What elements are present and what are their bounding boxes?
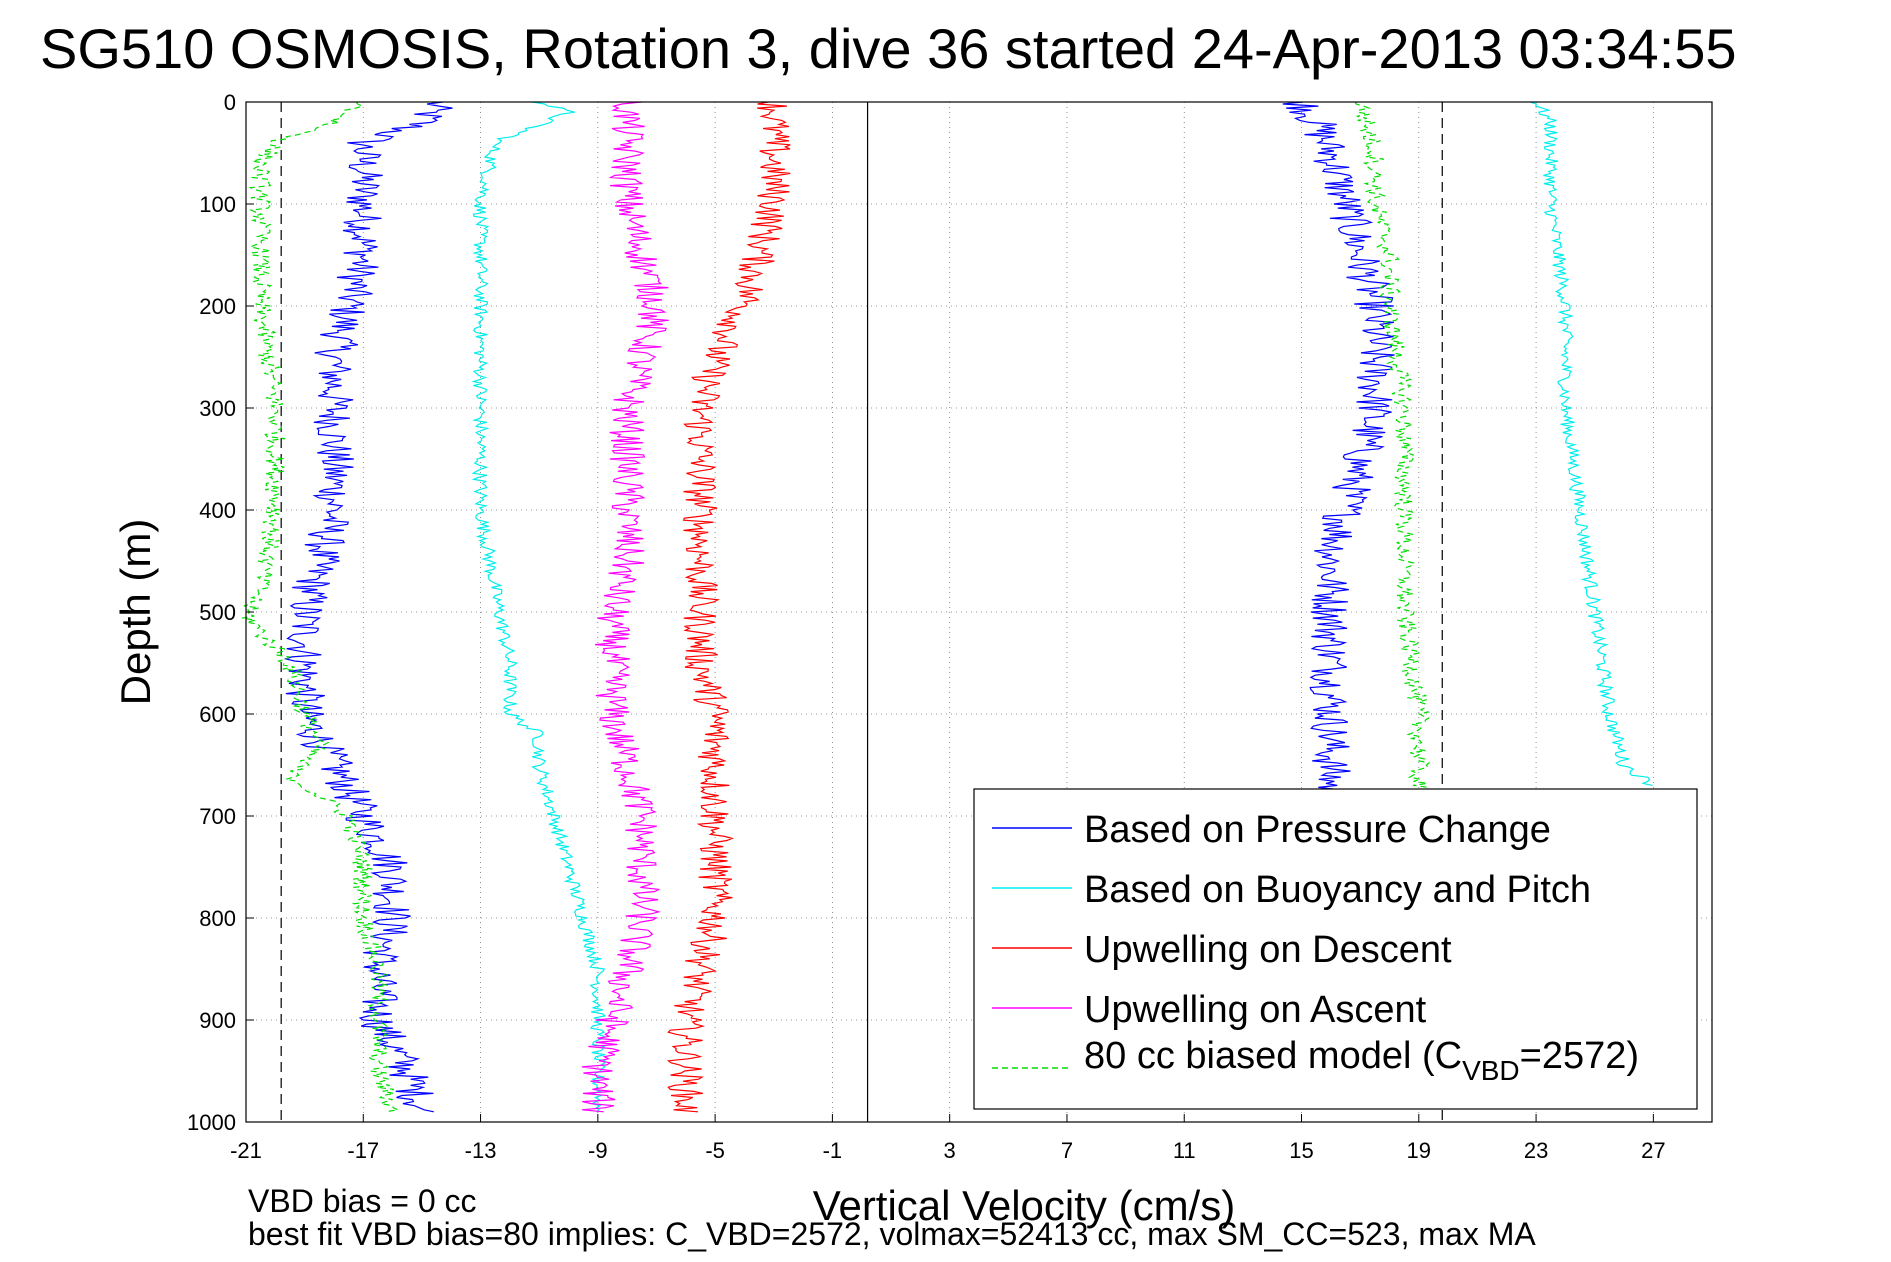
- x-tick-label: 27: [1641, 1138, 1665, 1163]
- y-tick-label: 700: [199, 804, 236, 829]
- x-tick-label: -17: [347, 1138, 379, 1163]
- x-tick-label: 23: [1524, 1138, 1548, 1163]
- legend: Based on Pressure Change Based on Buoyan…: [973, 788, 1698, 1110]
- x-tick-label: 7: [1061, 1138, 1073, 1163]
- x-tick-label: -21: [230, 1138, 262, 1163]
- y-axis-label: Depth (m): [112, 519, 159, 706]
- vbd-bias-note: VBD bias = 0 cc: [248, 1183, 477, 1219]
- chart-title: SG510 OSMOSIS, Rotation 3, dive 36 start…: [40, 17, 1737, 80]
- best-fit-note: best fit VBD bias=80 implies: C_VBD=2572…: [248, 1216, 1536, 1252]
- series-line-2-descent: [666, 101, 791, 1113]
- y-tick-label: 200: [199, 294, 236, 319]
- series-line-1-ascent: [1530, 101, 1653, 786]
- series-line-3-descent: [581, 101, 669, 1113]
- y-tick-label: 100: [199, 192, 236, 217]
- legend-label-model-sub: VBD: [1462, 1055, 1520, 1086]
- y-tick-label: 400: [199, 498, 236, 523]
- series-line-4-ascent: [1354, 101, 1431, 796]
- x-tick-label: 15: [1289, 1138, 1313, 1163]
- x-tick-label: -1: [823, 1138, 843, 1163]
- y-tick-labels: 0 100 200 300 400 500 600 700 800 900 1000: [187, 90, 254, 1135]
- x-tick-label: -13: [465, 1138, 497, 1163]
- legend-label-descent: Upwelling on Descent: [1084, 929, 1452, 971]
- legend-label-model-tail: =2572): [1520, 1035, 1639, 1077]
- x-tick-label: 11: [1173, 1138, 1196, 1163]
- series-line-0-ascent: [1282, 101, 1395, 796]
- y-tick-label: 800: [199, 906, 236, 931]
- x-tick-label: -5: [705, 1138, 725, 1163]
- legend-label-ascent: Upwelling on Ascent: [1084, 989, 1427, 1031]
- y-tick-label: 900: [199, 1008, 236, 1033]
- legend-label-pressure: Based on Pressure Change: [1084, 809, 1551, 851]
- series-line-0-descent: [283, 101, 453, 1113]
- x-tick-label: -9: [588, 1138, 608, 1163]
- legend-label-model: 80 cc biased model (CVBD=2572): [1084, 1035, 1639, 1086]
- x-tick-label: 3: [944, 1138, 956, 1163]
- y-tick-label: 500: [199, 600, 236, 625]
- series-line-4-descent: [241, 101, 401, 1113]
- y-tick-label: 1000: [187, 1110, 236, 1135]
- data-series: [241, 101, 1653, 1113]
- y-tick-label: 300: [199, 396, 236, 421]
- x-tick-labels: -21 -17 -13 -9 -5 -1 3 7 11 15 19 23 27: [230, 1114, 1666, 1163]
- legend-label-buoyancy: Based on Buoyancy and Pitch: [1084, 869, 1591, 911]
- legend-label-model-main: 80 cc biased model (C: [1084, 1035, 1462, 1077]
- series-line-1-descent: [471, 101, 607, 1113]
- x-axis-label: Vertical Velocity (cm/s): [813, 1182, 1235, 1229]
- y-tick-label: 600: [199, 702, 236, 727]
- x-tick-label: 19: [1407, 1138, 1431, 1163]
- y-tick-label: 0: [224, 90, 236, 115]
- legend-box: [973, 788, 1698, 1110]
